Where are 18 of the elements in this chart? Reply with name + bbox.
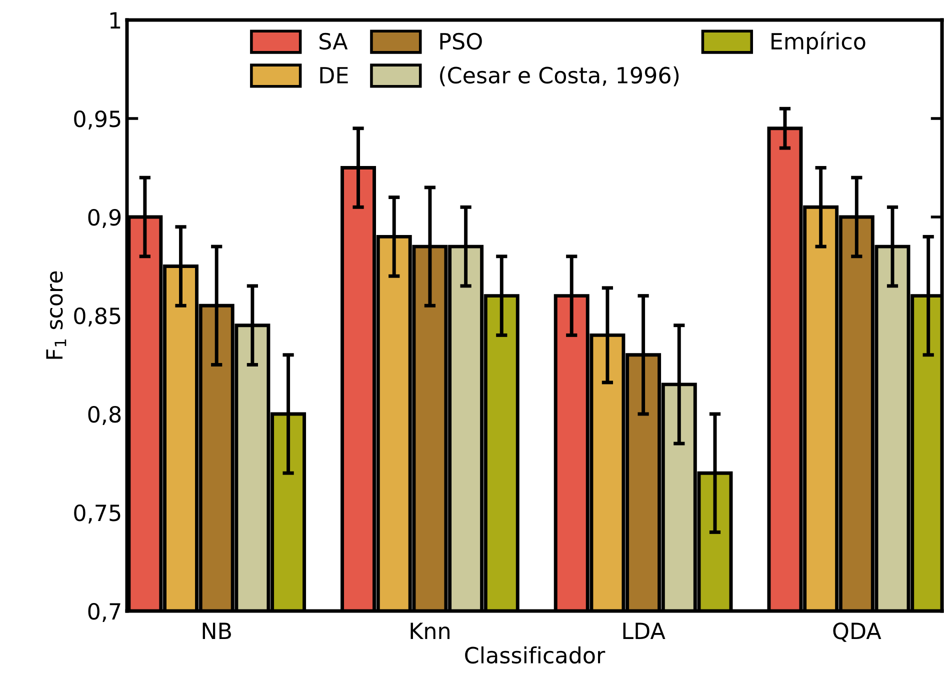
y-tick-label: 0,75	[74, 504, 120, 524]
y-tick-label: 0,8	[88, 406, 121, 426]
x-tick-label: NB	[202, 622, 231, 639]
x-axis-title: Classificador	[465, 646, 606, 664]
x-tick-label: Knn	[410, 622, 450, 639]
y-tick-label: 1	[110, 12, 120, 28]
y-tick-label: 0,7	[88, 602, 120, 622]
legend-label: (Cesar e Costa, 1996)	[440, 66, 679, 86]
y-tick-label: 0,9	[88, 208, 121, 228]
y-axis-title: F$_{1}$ score	[46, 271, 66, 359]
y-tick-label: 0,85	[74, 307, 120, 327]
legend-label: PSO	[440, 32, 482, 50]
legend-label: DE	[320, 67, 348, 84]
legend-label: SA	[320, 32, 348, 50]
x-tick-label: LDA	[623, 622, 666, 639]
y-tick-label: 0,95	[74, 110, 120, 130]
legend-label: Empírico	[772, 32, 866, 54]
x-tick-label: QDA	[833, 622, 882, 642]
